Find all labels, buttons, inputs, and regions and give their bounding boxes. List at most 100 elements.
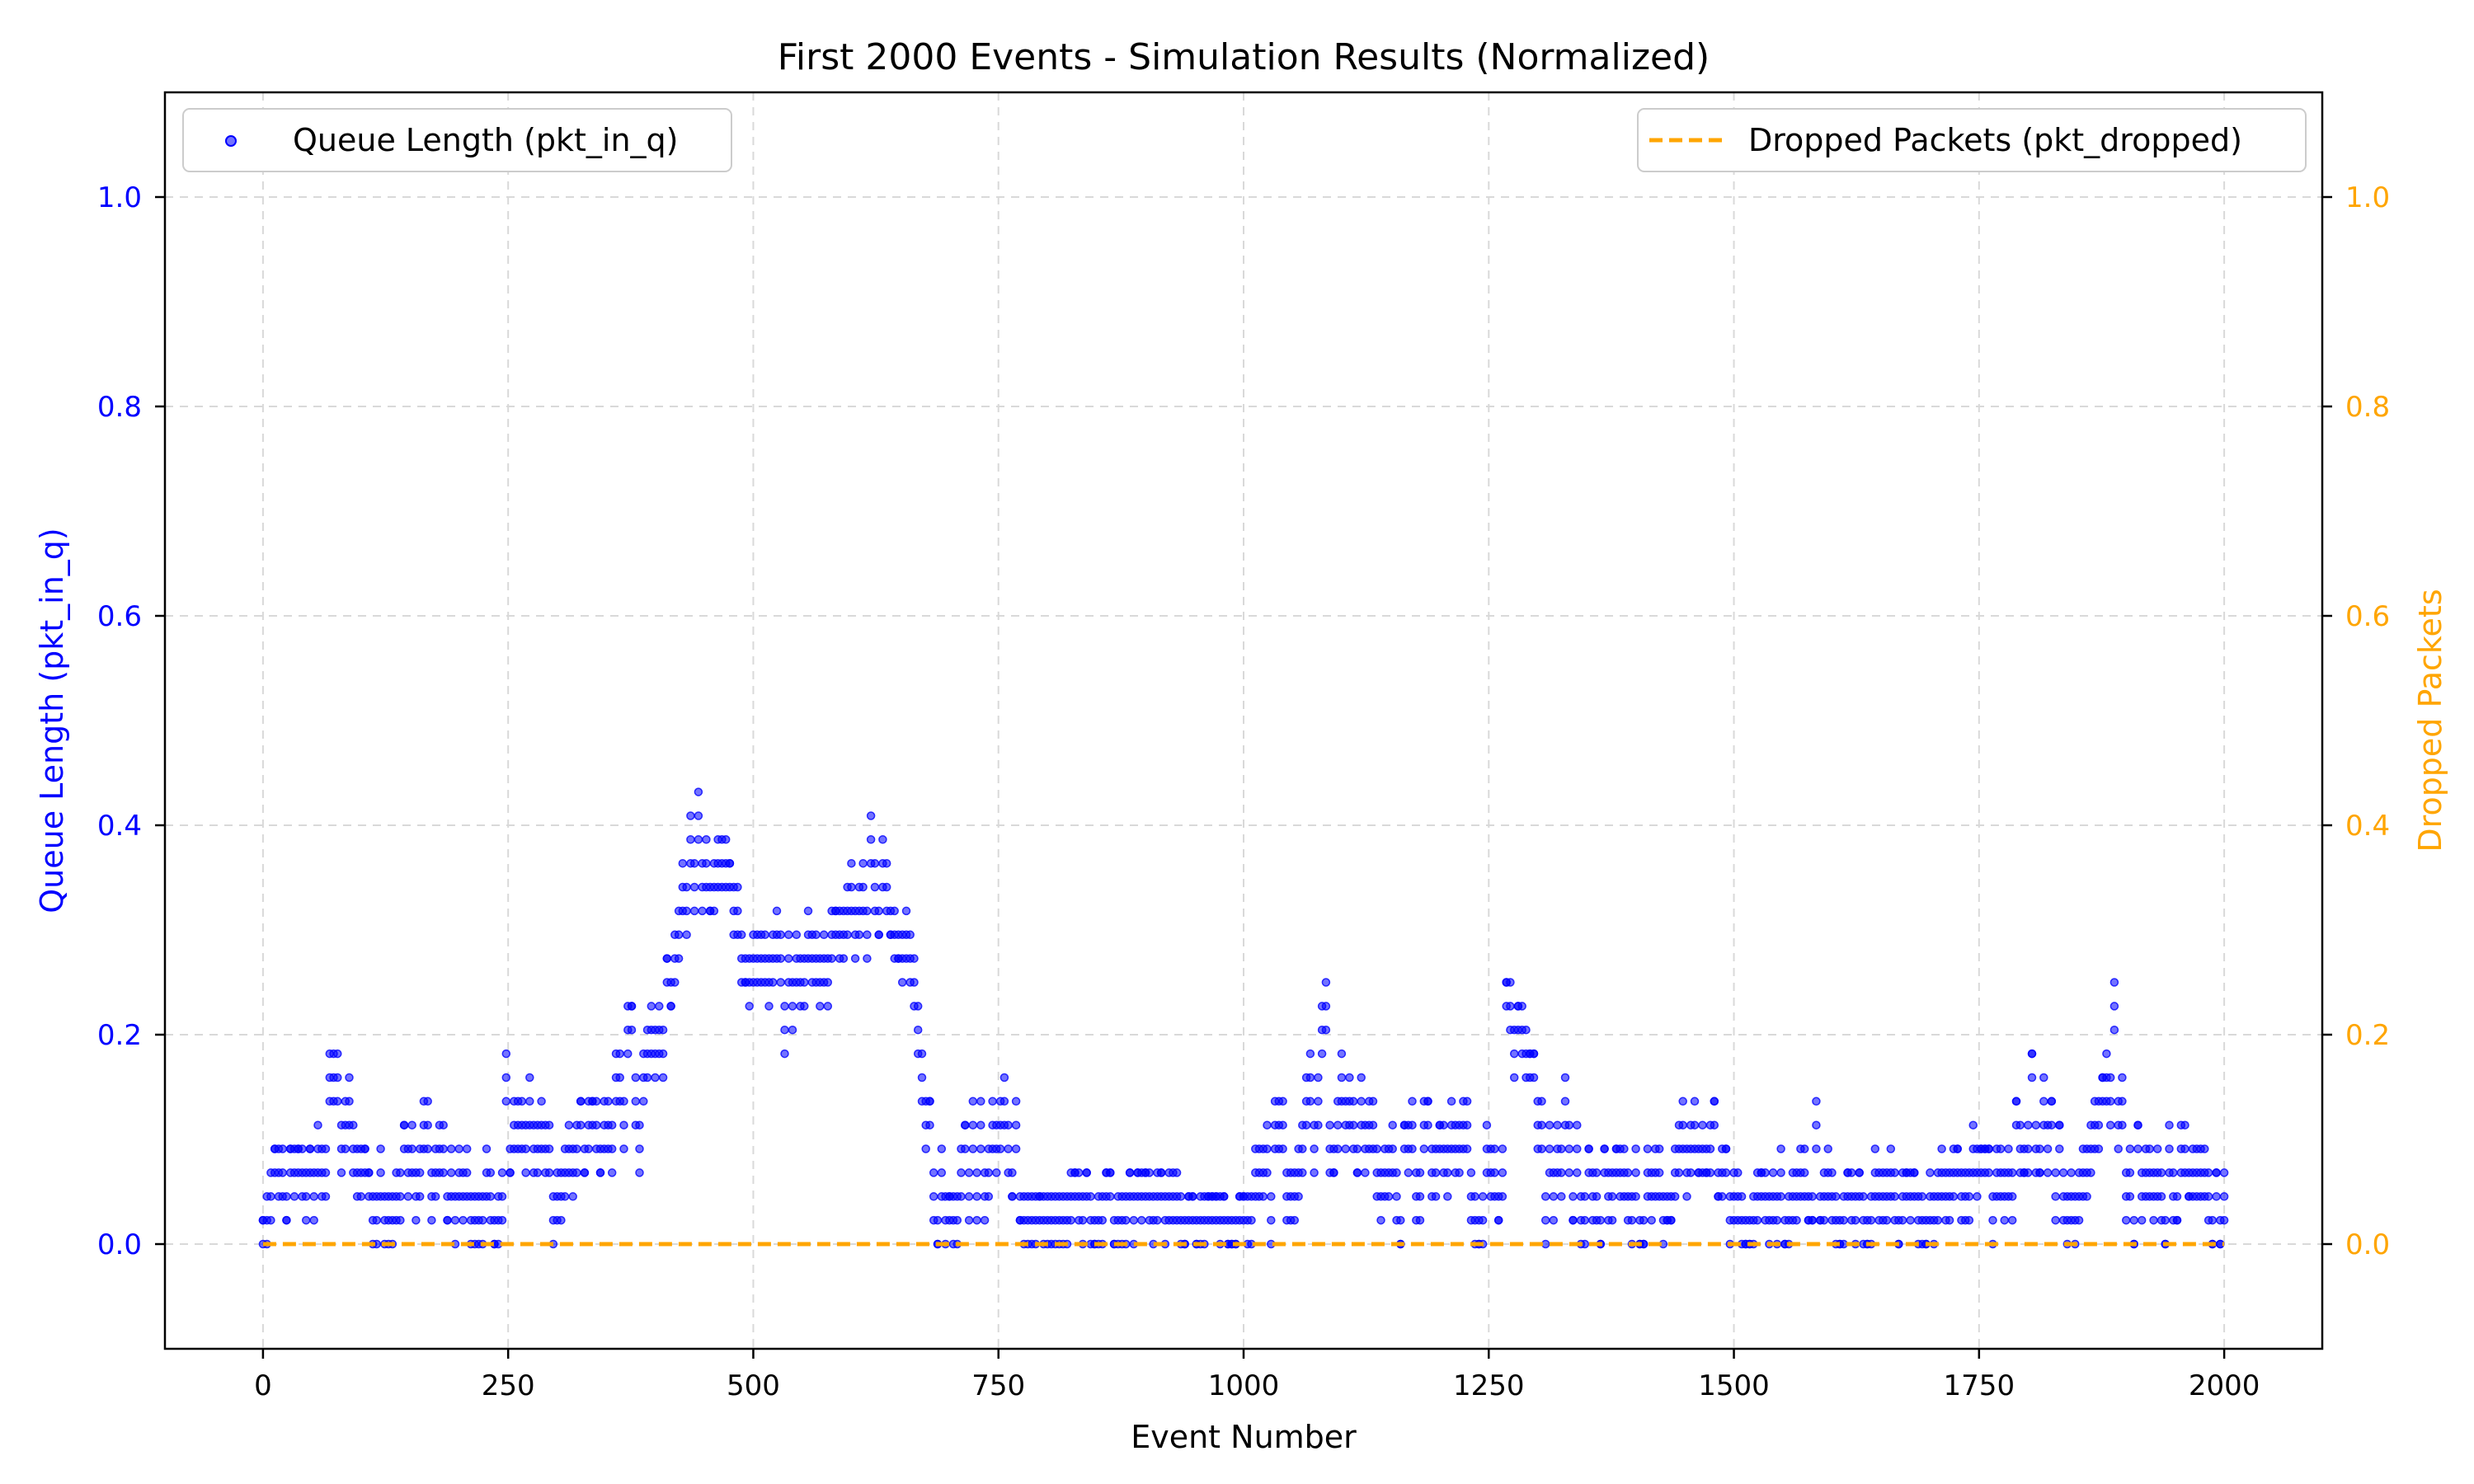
- queue-point: [615, 1049, 624, 1059]
- queue-point: [521, 1168, 530, 1177]
- queue-point: [910, 954, 919, 963]
- queue-point: [694, 811, 703, 820]
- queue-point: [1808, 1215, 1817, 1225]
- queue-point: [999, 1097, 1009, 1106]
- queue-point: [1384, 1192, 1394, 1201]
- queue-point: [1710, 1097, 1719, 1106]
- queue-point: [1600, 1144, 1609, 1153]
- queue-point: [1278, 1144, 1287, 1153]
- queue-point: [819, 930, 829, 940]
- queue-point: [1733, 1168, 1743, 1177]
- queue-point: [682, 930, 691, 940]
- grid: [165, 92, 2322, 1349]
- queue-point: [843, 930, 852, 940]
- queue-point: [933, 1215, 943, 1225]
- queue-point: [733, 882, 742, 892]
- queue-point: [423, 1097, 432, 1106]
- queue-point: [905, 930, 915, 940]
- queue-point: [1415, 1168, 1425, 1177]
- queue-point: [439, 1144, 448, 1153]
- queue-point: [1859, 1192, 1868, 1201]
- queue-point: [604, 1097, 613, 1106]
- queue-point: [1290, 1215, 1300, 1225]
- queue-point: [1772, 1215, 1782, 1225]
- y-tick-label-right: 0.6: [2345, 600, 2390, 633]
- queue-point: [1557, 1192, 1566, 1201]
- queue-point: [478, 1215, 487, 1225]
- queue-point: [972, 1168, 981, 1177]
- queue-point: [1462, 1097, 1472, 1106]
- queue-point: [678, 858, 688, 868]
- queue-point: [1721, 1168, 1731, 1177]
- queue-point: [1988, 1215, 1997, 1225]
- queue-point: [1643, 1144, 1653, 1153]
- queue-point: [1949, 1192, 1959, 1201]
- queue-point: [2129, 1215, 2138, 1225]
- queue-point: [2118, 1073, 2127, 1082]
- queue-point: [2161, 1215, 2170, 1225]
- queue-point: [2043, 1168, 2053, 1177]
- queue-point: [521, 1144, 530, 1153]
- queue-point: [1106, 1192, 1115, 1201]
- queue-point: [1125, 1168, 1135, 1177]
- queue-point: [423, 1144, 432, 1153]
- queue-point: [333, 1049, 342, 1059]
- queue-point: [1537, 1097, 1546, 1106]
- queue-point: [517, 1097, 527, 1106]
- queue-point: [913, 1002, 923, 1011]
- queue-point: [2219, 1192, 2229, 1201]
- queue-point: [984, 1192, 994, 1201]
- queue-point: [1337, 1073, 1347, 1082]
- queue-point: [863, 954, 872, 963]
- x-tick-label: 250: [482, 1369, 535, 1402]
- queue-point: [1560, 1097, 1570, 1106]
- queue-point: [1423, 1097, 1432, 1106]
- queue-point: [1301, 1120, 1311, 1129]
- queue-point: [1345, 1073, 1354, 1082]
- queue-point: [1011, 1097, 1021, 1106]
- queue-point: [345, 1073, 354, 1082]
- queue-point: [2137, 1215, 2147, 1225]
- queue-point: [698, 906, 707, 916]
- queue-point: [427, 1215, 436, 1225]
- queue-point: [670, 978, 680, 987]
- queue-point: [2051, 1192, 2060, 1201]
- queue-point: [1812, 1144, 1821, 1153]
- legend-left: Queue Length (pkt_in_q): [182, 108, 732, 172]
- queue-point: [1011, 1120, 1021, 1129]
- queue-point: [1321, 1025, 1331, 1035]
- queue-point: [2204, 1168, 2213, 1177]
- queue-point: [1792, 1215, 1801, 1225]
- queue-point: [870, 858, 880, 868]
- queue-point: [1926, 1168, 1935, 1177]
- queue-point: [1066, 1215, 1075, 1225]
- queue-point: [298, 1144, 307, 1153]
- x-tick-label: 750: [971, 1369, 1025, 1402]
- queue-point: [2047, 1120, 2057, 1129]
- queue-point: [1078, 1215, 1088, 1225]
- queue-point: [964, 1215, 974, 1225]
- queue-point: [2165, 1120, 2174, 1129]
- queue-point: [2125, 1168, 2135, 1177]
- queue-point: [1557, 1168, 1566, 1177]
- queue-point: [1564, 1120, 1574, 1129]
- queue-point: [1906, 1215, 1915, 1225]
- queue-point: [1799, 1144, 1809, 1153]
- x-axis-label: Event Number: [1131, 1419, 1357, 1455]
- queue-point: [686, 835, 695, 844]
- queue-point: [858, 882, 868, 892]
- queue-point: [1372, 1144, 1381, 1153]
- queue-point: [961, 1120, 970, 1129]
- queue-point: [2004, 1144, 2013, 1153]
- queue-point: [607, 1168, 617, 1177]
- queue-point: [1690, 1120, 1700, 1129]
- queue-point: [666, 1002, 675, 1011]
- queue-point: [2114, 1144, 2123, 1153]
- queue-point: [772, 906, 782, 916]
- queue-point: [557, 1215, 566, 1225]
- queue-point: [957, 1168, 966, 1177]
- queue-point: [2118, 1097, 2127, 1106]
- queue-point: [776, 978, 785, 987]
- x-tick-label: 1500: [1698, 1369, 1770, 1402]
